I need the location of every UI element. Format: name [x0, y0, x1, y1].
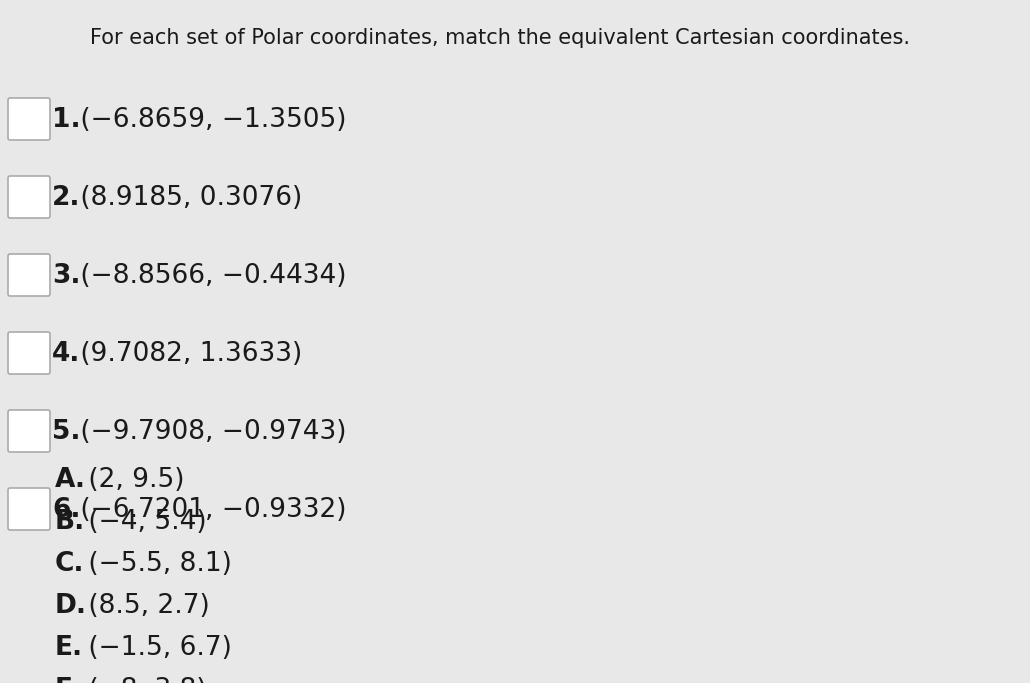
Text: (−4, 5.4): (−4, 5.4): [80, 509, 207, 535]
Text: B.: B.: [55, 509, 85, 535]
FancyBboxPatch shape: [8, 176, 50, 218]
FancyBboxPatch shape: [8, 488, 50, 530]
Text: (−6.7201, −0.9332): (−6.7201, −0.9332): [72, 497, 346, 523]
Text: F.: F.: [55, 677, 79, 683]
Text: 4.: 4.: [52, 341, 80, 367]
FancyBboxPatch shape: [8, 98, 50, 140]
FancyBboxPatch shape: [8, 254, 50, 296]
Text: A.: A.: [55, 467, 85, 493]
Text: 1.: 1.: [52, 107, 80, 133]
Text: 5.: 5.: [52, 419, 80, 445]
Text: (9.7082, 1.3633): (9.7082, 1.3633): [72, 341, 302, 367]
Text: (8.5, 2.7): (8.5, 2.7): [80, 593, 210, 619]
FancyBboxPatch shape: [8, 410, 50, 452]
Text: E.: E.: [55, 635, 83, 661]
Text: (8.9185, 0.3076): (8.9185, 0.3076): [72, 185, 302, 211]
Text: (−9.7908, −0.9743): (−9.7908, −0.9743): [72, 419, 346, 445]
Text: (−1.5, 6.7): (−1.5, 6.7): [80, 635, 232, 661]
Text: 3.: 3.: [52, 263, 80, 289]
FancyBboxPatch shape: [8, 332, 50, 374]
Text: For each set of Polar coordinates, match the equivalent Cartesian coordinates.: For each set of Polar coordinates, match…: [90, 28, 909, 48]
Text: 6.: 6.: [52, 497, 80, 523]
Text: (2, 9.5): (2, 9.5): [80, 467, 184, 493]
Text: (−5.5, 8.1): (−5.5, 8.1): [80, 551, 232, 577]
Text: D.: D.: [55, 593, 87, 619]
Text: C.: C.: [55, 551, 84, 577]
Text: (−6.8659, −1.3505): (−6.8659, −1.3505): [72, 107, 346, 133]
Text: 2.: 2.: [52, 185, 80, 211]
Text: (−8.8566, −0.4434): (−8.8566, −0.4434): [72, 263, 346, 289]
Text: (−8, 3.8): (−8, 3.8): [80, 677, 207, 683]
